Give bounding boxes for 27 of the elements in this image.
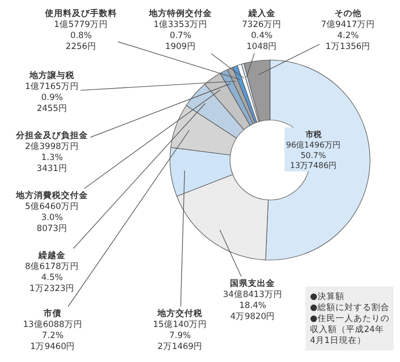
data-label: 34億8413万円 18.4% 4万9820円: [223, 289, 282, 322]
data-label: 8億6178万円 4.5% 1万2323円: [25, 261, 80, 294]
data-label: 1億5779万円 0.8% 2256円: [54, 19, 108, 52]
data-label: 1億7165万円 0.9% 2455円: [25, 81, 80, 114]
slice-label: 国県支出金: [230, 278, 276, 289]
data-label: 15億140万円 7.9% 2万1469円: [153, 319, 208, 352]
data-label: 1億3353万円 0.7% 1909円: [153, 19, 208, 52]
text: ●住民一人あたりの収入額（平成24年4月1日現在）: [310, 313, 390, 346]
slice-label: その他: [334, 8, 363, 19]
text: ●決算額: [310, 291, 344, 302]
data-label: 13億6088万円 7.2% 1万9460円: [23, 319, 82, 352]
slice-label: 繰越金: [38, 250, 67, 261]
slice-label: 繰入金: [247, 8, 276, 19]
slice-label: 使用料及び手数料: [44, 8, 117, 19]
slice-label: 市税: [304, 129, 322, 139]
slice-label: 市債: [42, 308, 62, 319]
slice-label: 地方特例交付金: [148, 8, 213, 19]
data-label: 7億9417万円 4.2% 1万1356円: [321, 19, 376, 52]
data-label: 96億1496万円 50.7% 13万7486円: [286, 140, 341, 170]
slice-label: 分担金及び負担金: [15, 130, 89, 141]
slice-label: 地方交付税: [156, 308, 204, 319]
slice-label: 地方消費税交付金: [15, 190, 89, 201]
slice-label: 地方譲与税: [28, 70, 76, 81]
data-label: 7326万円 0.4% 1048円: [242, 20, 282, 52]
data-label: 2億3998万円 1.3% 3431円: [24, 141, 80, 174]
text: ●総額に対する割合: [310, 302, 390, 314]
data-label: 5億6460万円 3.0% 8073円: [24, 201, 80, 234]
